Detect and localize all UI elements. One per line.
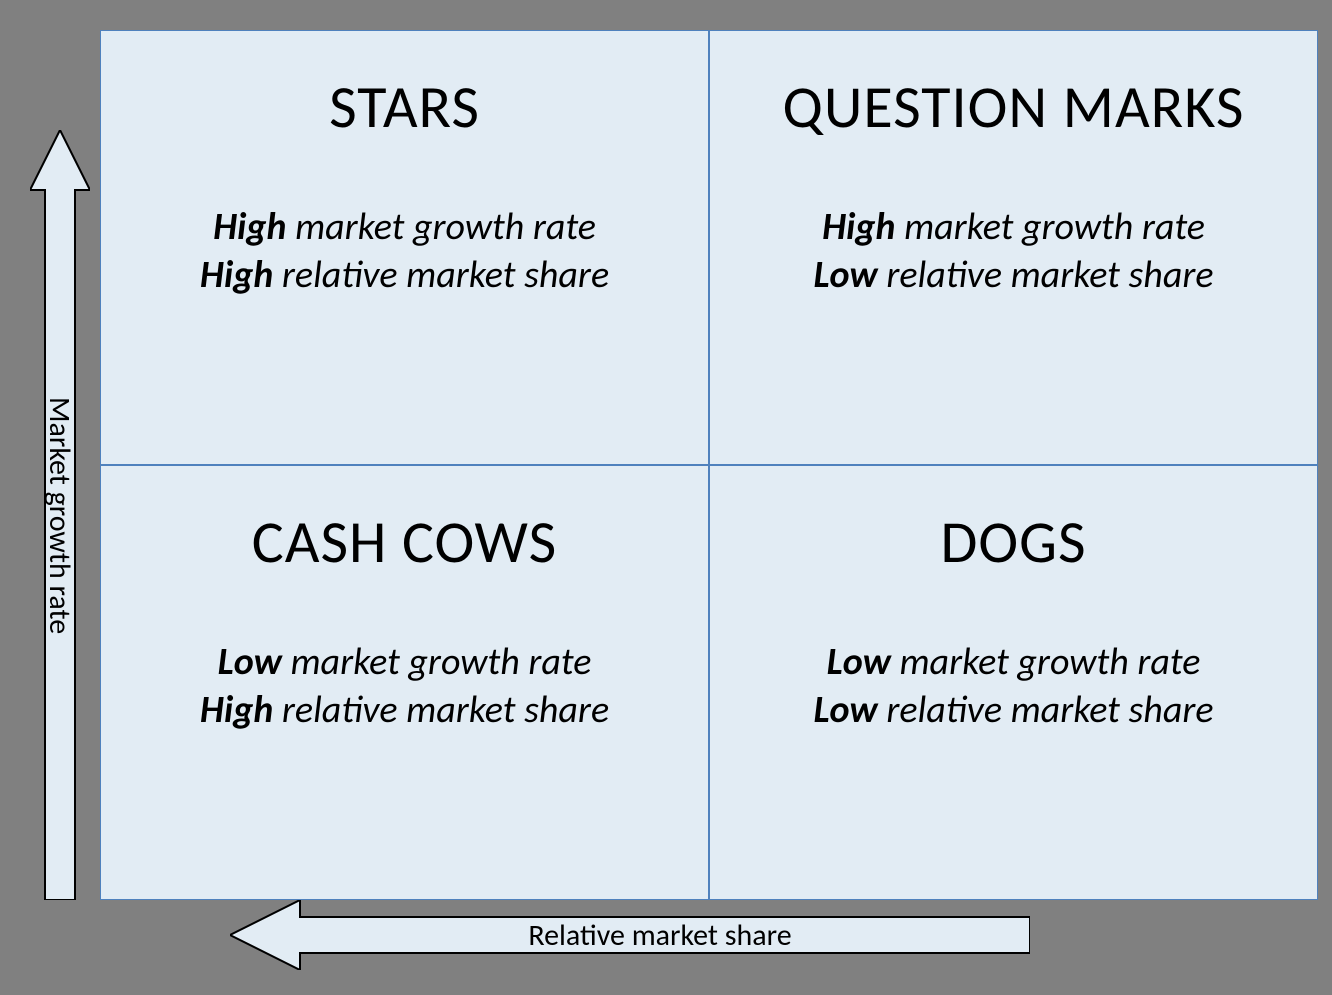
quadrant-description: Low market growth rate High relative mar… [200, 639, 609, 734]
y-axis-label: Market growth rate [42, 396, 79, 633]
quadrant-title: DOGS [940, 506, 1086, 579]
quadrant-title: STARS [329, 71, 480, 144]
bcg-matrix-grid: STARS High market growth rate High relat… [100, 30, 1318, 900]
quadrant-description: High market growth rate Low relative mar… [813, 204, 1213, 299]
quadrant-title: CASH COWS [252, 506, 557, 579]
quadrant-dogs: DOGS Low market growth rate Low relative… [709, 465, 1318, 900]
quadrant-description: Low market growth rate Low relative mark… [813, 639, 1213, 734]
quadrant-cash-cows: CASH COWS Low market growth rate High re… [100, 465, 709, 900]
x-axis-label: Relative market share [230, 900, 1030, 970]
quadrant-stars: STARS High market growth rate High relat… [100, 30, 709, 465]
quadrant-question-marks: QUESTION MARKS High market growth rate L… [709, 30, 1318, 465]
quadrant-title: QUESTION MARKS [783, 71, 1245, 144]
bcg-matrix-canvas: STARS High market growth rate High relat… [0, 0, 1332, 995]
quadrant-description: High market growth rate High relative ma… [200, 204, 609, 299]
